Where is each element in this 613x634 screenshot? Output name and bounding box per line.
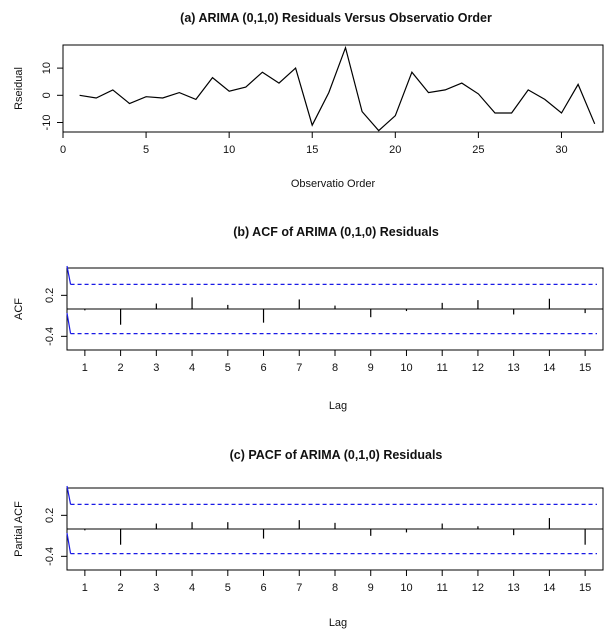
x-tick-label: 15 — [579, 582, 591, 594]
panel-b-x-ticks: 1 2 3 4 5 6 7 8 9 10 11 12 13 14 15 — [82, 350, 591, 374]
panel-a-xlabel: Observatio Order — [291, 178, 376, 190]
x-tick-label: 7 — [296, 582, 302, 594]
x-tick-label: 20 — [389, 144, 401, 156]
x-tick-label: 14 — [543, 582, 555, 594]
x-tick-label: 4 — [189, 362, 195, 374]
x-tick-label: 1 — [82, 362, 88, 374]
x-tick-label: 6 — [260, 362, 266, 374]
panel-c-y-ticks: -0.4 0.2 — [44, 508, 67, 566]
panel-c-confidence-bands — [66, 485, 597, 555]
x-tick-label: 1 — [82, 582, 88, 594]
panel-b-bars — [84, 297, 586, 325]
y-tick-label: 0.2 — [44, 288, 56, 303]
x-tick-label: 11 — [436, 362, 447, 374]
y-tick-label: 10 — [41, 62, 53, 74]
band-lead-in — [66, 265, 72, 285]
x-tick-label: 25 — [472, 144, 484, 156]
residual-series-line — [79, 45, 596, 132]
panel-b-xlabel: Lag — [329, 400, 347, 412]
panel-a-title: (a) ARIMA (0,1,0) Residuals Versus Obser… — [180, 11, 492, 25]
x-tick-label: 11 — [436, 582, 447, 594]
panel-c-ylabel: Partial ACF — [13, 501, 25, 557]
y-tick-label: -0.4 — [44, 327, 56, 346]
x-tick-label: 13 — [508, 362, 520, 374]
panel-b-title: (b) ACF of ARIMA (0,1,0) Residuals — [233, 225, 439, 239]
panel-b-y-ticks: -0.4 0.2 — [44, 288, 67, 346]
panel-c-title: (c) PACF of ARIMA (0,1,0) Residuals — [230, 448, 443, 462]
band-lead-in — [66, 312, 72, 334]
x-tick-label: 15 — [579, 362, 591, 374]
x-tick-label: 6 — [260, 582, 266, 594]
x-tick-label: 8 — [332, 582, 338, 594]
x-tick-label: 10 — [400, 362, 412, 374]
panel-b-ylabel: ACF — [13, 298, 25, 320]
x-tick-label: 12 — [472, 582, 484, 594]
panel-c-xlabel: Lag — [329, 617, 347, 629]
x-tick-label: 0 — [60, 144, 66, 156]
x-tick-label: 5 — [143, 144, 149, 156]
panel-c-x-ticks: 1 2 3 4 5 6 7 8 9 10 11 12 13 14 15 — [82, 570, 591, 594]
x-tick-label: 15 — [306, 144, 318, 156]
panel-a-x-ticks: 0 5 10 15 20 25 30 — [60, 132, 568, 156]
y-tick-label: 0.2 — [44, 508, 56, 523]
x-tick-label: 9 — [368, 582, 374, 594]
x-tick-label: 7 — [296, 362, 302, 374]
y-tick-label: -10 — [41, 115, 53, 131]
x-tick-label: 10 — [400, 582, 412, 594]
x-tick-label: 5 — [225, 582, 231, 594]
x-tick-label: 30 — [555, 144, 567, 156]
x-tick-label: 14 — [543, 362, 555, 374]
x-tick-label: 9 — [368, 362, 374, 374]
x-tick-label: 2 — [118, 582, 124, 594]
panel-a-residuals: (a) ARIMA (0,1,0) Residuals Versus Obser… — [13, 11, 604, 190]
x-tick-label: 8 — [332, 362, 338, 374]
y-tick-label: -0.4 — [44, 547, 56, 566]
x-tick-label: 3 — [153, 362, 159, 374]
x-tick-label: 10 — [223, 144, 235, 156]
y-tick-label: 0 — [41, 92, 53, 98]
panel-a-plot-frame — [62, 44, 604, 133]
panel-b-confidence-bands — [66, 265, 597, 335]
x-tick-label: 13 — [508, 582, 520, 594]
panel-a-ylabel: Rseidual — [13, 67, 25, 110]
x-tick-label: 4 — [189, 582, 195, 594]
panel-a-points — [79, 47, 595, 131]
x-tick-label: 3 — [153, 582, 159, 594]
x-tick-label: 5 — [225, 362, 231, 374]
x-tick-label: 2 — [118, 362, 124, 374]
band-lead-in — [66, 532, 72, 554]
panel-a-y-ticks: -10 0 10 — [41, 62, 63, 130]
x-tick-label: 12 — [472, 362, 484, 374]
band-lead-in — [66, 485, 72, 505]
panel-c-bars — [84, 518, 586, 545]
